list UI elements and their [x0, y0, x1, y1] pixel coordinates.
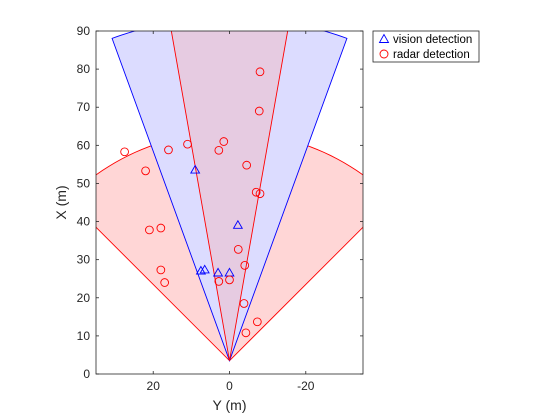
y-tick-label: 60	[77, 138, 91, 152]
vision-detection-point	[190, 164, 201, 174]
legend: vision detection radar detection	[372, 30, 480, 63]
radar-detection-point	[156, 265, 166, 275]
y-tick-label: 40	[77, 215, 91, 229]
radar-detection-point	[254, 106, 264, 116]
radar-detection-point	[156, 223, 166, 233]
radar-detection-point	[183, 139, 192, 149]
coverage-radar-narrow	[170, 31, 289, 361]
y-tick-label: 20	[77, 291, 91, 305]
y-tick-label: 30	[77, 253, 91, 267]
triangle-marker-icon	[378, 33, 390, 43]
radar-detection-point	[160, 278, 170, 287]
y-tick-label: 70	[77, 100, 91, 114]
radar-detection-point	[214, 277, 224, 286]
radar-detection-point	[255, 189, 265, 199]
x-axis-label: Y (m)	[213, 397, 247, 413]
legend-label-vision: vision detection	[393, 34, 472, 46]
radar-detection-point	[251, 187, 261, 197]
radar-detection-point	[164, 145, 173, 155]
vision-detection-point	[232, 219, 244, 229]
legend-box	[372, 30, 480, 63]
coverage-layer	[96, 31, 363, 362]
y-tick-label: 90	[77, 24, 91, 38]
ticks-layer: 0 10 20 30 40 50 60 70 80 90 20 0 -20	[77, 24, 363, 393]
y-tick-label: 10	[77, 329, 91, 343]
vision-detection-point	[212, 267, 224, 277]
circle-marker-icon	[379, 49, 389, 59]
x-tick-label: -20	[297, 379, 315, 393]
legend-label-radar: radar detection	[393, 49, 470, 61]
y-tick-label: 0	[83, 367, 90, 381]
radar-detection-point	[225, 275, 234, 285]
radar-detection-point	[219, 137, 229, 146]
radar-detection-point	[252, 317, 262, 327]
radar-detection-point	[141, 166, 150, 176]
vision-detection-point	[195, 265, 207, 275]
radar-detection-point	[120, 147, 129, 157]
y-tick-label: 50	[77, 176, 91, 190]
y-axis-label: X (m)	[53, 185, 69, 219]
radar-detection-point	[233, 245, 243, 254]
radar-detection-point	[239, 299, 249, 308]
radar-detection-point	[242, 160, 252, 170]
legend-item-radar: radar detection	[379, 49, 470, 61]
detections-layer	[120, 67, 265, 338]
radar-detection-point	[240, 261, 250, 270]
radar-detection-point	[255, 67, 265, 77]
radar-detection-point	[214, 145, 224, 155]
radar-detection-point	[241, 328, 251, 338]
radar-detection-point	[145, 225, 154, 235]
y-tick-label: 80	[77, 62, 91, 76]
x-tick-label: 0	[226, 379, 233, 393]
x-tick-label: 20	[147, 379, 161, 393]
legend-item-vision: vision detection	[378, 33, 472, 46]
